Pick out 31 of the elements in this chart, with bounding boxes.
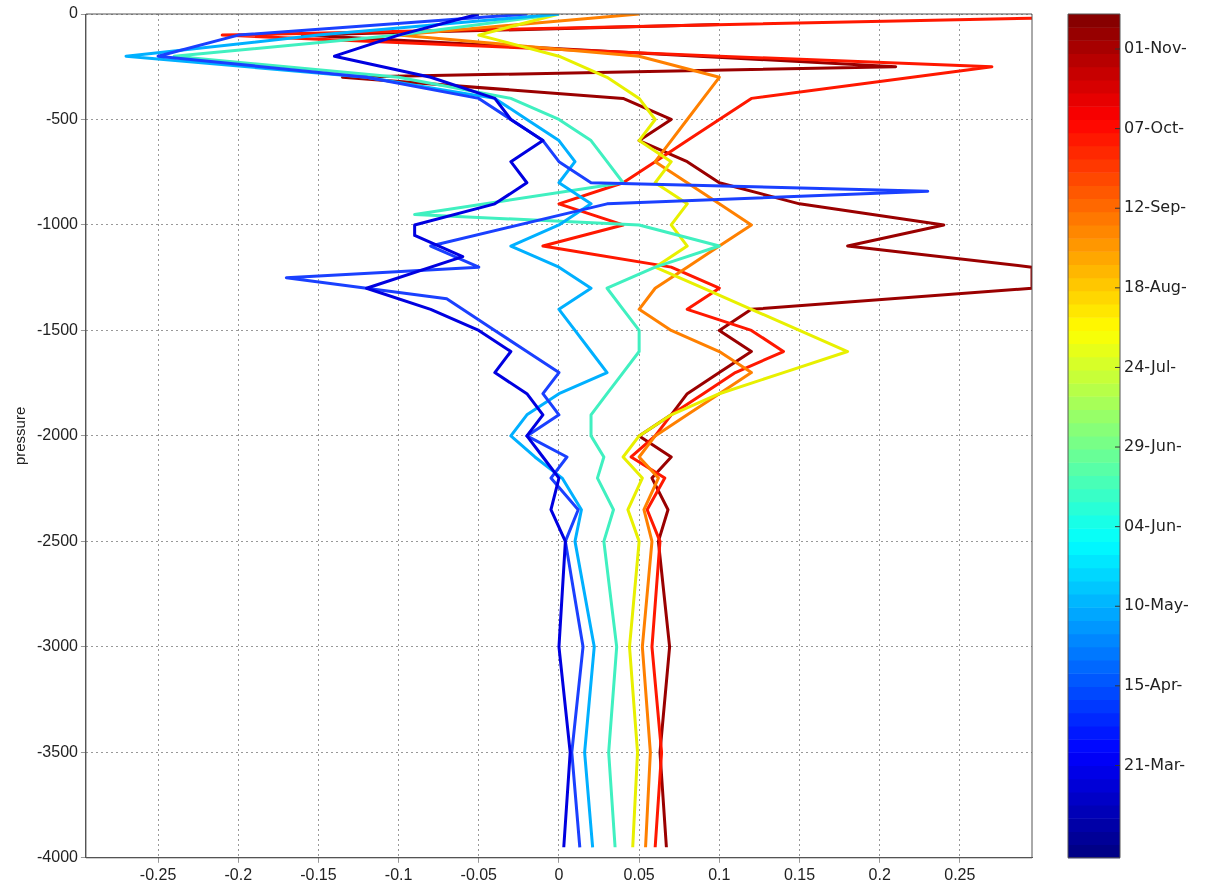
color-bar-label: 18-Aug-: [1124, 276, 1187, 296]
x-tick-label: -0.25: [139, 865, 177, 883]
y-tick-label: 0: [69, 4, 79, 22]
color-bar-label: 24-Jul-: [1124, 356, 1177, 376]
x-tick-label: 0.25: [944, 865, 976, 883]
y-tick-label: -4000: [37, 848, 79, 866]
color-bar-label: 29-Jun-: [1124, 436, 1182, 456]
color-bar-label: 07-Oct-: [1124, 117, 1185, 137]
x-tick-label: -0.15: [300, 865, 337, 883]
x-tick-label: -0.1: [384, 865, 413, 883]
y-tick-label: -1000: [37, 215, 79, 233]
y-axis-title: pressure: [11, 406, 29, 466]
color-bar-label: 10-May-: [1124, 595, 1189, 615]
color-bar-label: 12-Sep-: [1124, 197, 1187, 217]
color-bar-label: 15-Apr-: [1124, 675, 1183, 695]
x-tick-label: -0.2: [224, 865, 253, 883]
x-tick-label: 0.1: [708, 865, 731, 883]
y-tick-label: -3000: [37, 637, 79, 655]
color-bar-label: 04-Jun-: [1124, 515, 1182, 535]
y-tick-label: -3500: [37, 742, 79, 760]
x-tick-label: -0.05: [460, 865, 498, 883]
color-bar-label: 01-Nov-: [1124, 38, 1187, 58]
y-tick-label: -500: [45, 109, 79, 127]
y-tick-label: -1500: [37, 320, 79, 338]
x-tick-label: 0.2: [868, 865, 891, 883]
x-tick-label: 0: [554, 865, 564, 883]
y-tick-label: -2000: [37, 426, 79, 444]
x-tick-label: 0.05: [623, 865, 655, 883]
color-bar-label: 21-Mar-: [1124, 754, 1186, 774]
y-tick-label: -2500: [37, 531, 79, 549]
x-tick-label: 0.15: [783, 865, 816, 883]
